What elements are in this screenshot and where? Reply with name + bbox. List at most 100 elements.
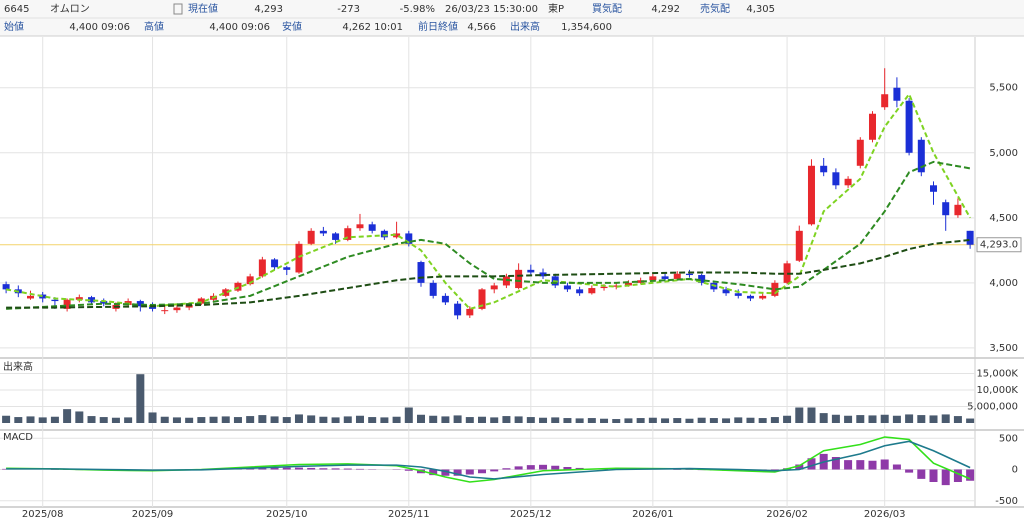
candle-body <box>271 259 279 268</box>
candle-body <box>734 293 742 296</box>
field-label: 買気配 <box>592 2 622 15</box>
line-series <box>6 238 971 309</box>
candle-body <box>258 259 266 277</box>
y-tick-label: 4,500 <box>989 213 1018 224</box>
volume-bar <box>856 415 865 423</box>
y-tick-label: 15,000K <box>976 369 1018 380</box>
volume-bar <box>2 415 11 423</box>
volume-bar <box>258 415 267 423</box>
volume-bar <box>185 417 194 423</box>
field-value: 1,354,600 <box>561 22 612 33</box>
volume-bar <box>648 417 657 423</box>
candle-body <box>283 267 291 270</box>
volume-bar <box>526 417 535 423</box>
candle-body <box>368 224 376 231</box>
volume-bar <box>758 418 767 423</box>
macd-histogram <box>502 468 511 470</box>
x-tick-label: 2026/03 <box>864 509 906 520</box>
candle-body <box>515 269 523 289</box>
candle-body <box>63 299 71 309</box>
volume-bar <box>539 417 548 423</box>
volume-bar <box>26 416 35 423</box>
y-tick-label: 4,000 <box>989 278 1018 289</box>
line-series <box>5 92 971 310</box>
macd-histogram <box>966 469 975 481</box>
candle-body <box>844 178 852 186</box>
x-tick-label: 2026/02 <box>766 509 808 520</box>
volume-bar <box>282 417 291 423</box>
field-label: 現在値 <box>188 2 218 15</box>
candle-body <box>783 263 791 283</box>
macd-histogram <box>270 467 279 470</box>
candle-body <box>820 165 828 173</box>
candle-body <box>856 139 864 166</box>
volume-bar <box>831 414 840 423</box>
candle-body <box>637 280 645 283</box>
candle-body <box>685 273 693 276</box>
candle-body <box>393 233 401 238</box>
volume-bar <box>746 417 755 423</box>
candle-body <box>356 224 364 229</box>
field-value: 東P <box>548 2 564 15</box>
volume-bar <box>221 416 230 423</box>
macd-histogram <box>539 464 548 470</box>
candle-body <box>490 285 498 290</box>
candle-body <box>429 282 437 296</box>
macd-histogram <box>465 469 474 475</box>
volume-bar <box>136 374 145 423</box>
field-label: 出来高 <box>510 20 540 33</box>
candle-body <box>75 297 83 300</box>
field-value: 4,262 10:01 <box>342 22 403 33</box>
candle-body <box>405 233 413 244</box>
volume-bar <box>941 414 950 423</box>
macd-histogram <box>551 465 560 470</box>
macd-histogram <box>404 469 413 471</box>
volume-bar <box>416 414 425 423</box>
field-label: 高値 <box>144 20 164 33</box>
candle-body <box>441 295 449 303</box>
candle-body <box>930 185 938 192</box>
panel-title: 出来高 <box>3 360 33 373</box>
candle-body <box>295 243 303 273</box>
candle-body <box>746 295 754 299</box>
candle-body <box>319 230 327 234</box>
volume-bar <box>575 418 584 423</box>
y-tick-label: 0 <box>1012 465 1018 476</box>
macd-histogram <box>453 469 462 476</box>
candle-body <box>771 282 779 296</box>
candle-body <box>905 100 913 153</box>
candle-body <box>563 285 571 290</box>
candle-body <box>39 294 47 299</box>
macd-histogram <box>868 460 877 470</box>
volume-bar <box>807 407 816 423</box>
candle-body <box>478 289 486 309</box>
candle-body <box>527 269 535 273</box>
memo-icon[interactable] <box>173 3 183 15</box>
candle-body <box>576 289 584 294</box>
macd-histogram <box>343 468 352 470</box>
macd-histogram <box>490 469 499 472</box>
volume-bar <box>917 415 926 423</box>
candle-body <box>100 301 108 304</box>
candle-body <box>795 230 803 261</box>
macd-histogram <box>905 469 914 473</box>
macd-histogram <box>831 457 840 470</box>
macd-histogram <box>856 460 865 470</box>
volume-bar <box>172 417 181 423</box>
volume-bar <box>795 407 804 423</box>
candle-body <box>344 228 352 240</box>
volume-bar <box>392 416 401 423</box>
volume-bar <box>819 413 828 423</box>
field-value: 26/03/23 15:30:00 <box>445 4 538 15</box>
volume-bar <box>246 416 255 423</box>
volume-bar <box>490 417 499 423</box>
candle-body <box>88 297 96 303</box>
candle-body <box>942 202 950 216</box>
volume-bar <box>612 419 621 423</box>
y-tick-label: 5,000,000 <box>967 402 1018 413</box>
candle-body <box>307 230 315 244</box>
volume-bar <box>697 417 706 423</box>
x-tick-label: 2026/01 <box>632 509 674 520</box>
field-label: 売気配 <box>700 2 730 15</box>
candle-body <box>332 233 340 240</box>
